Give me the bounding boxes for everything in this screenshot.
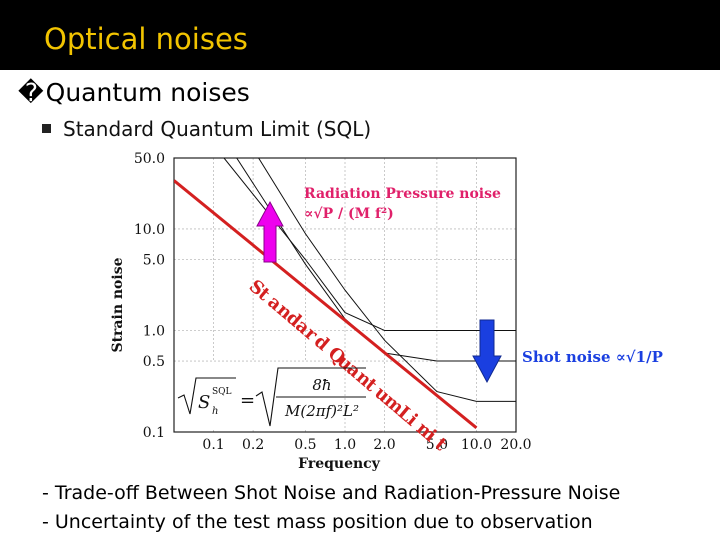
formula-lhs: S xyxy=(198,392,210,413)
formula-bg xyxy=(177,362,309,428)
formula-denominator: M(2πf)²L² xyxy=(284,402,359,420)
formula-numerator: 8ħ xyxy=(312,376,331,394)
footer-line-1: - Trade-off Between Shot Noise and Radia… xyxy=(42,482,621,504)
x-tick-label: 0.5 xyxy=(294,437,316,453)
sqrt-sign-left xyxy=(177,377,236,415)
bullet-quantum-noises-label: Quantum noises xyxy=(45,78,250,107)
bullet-sql-label: Standard Quantum Limit (SQL) xyxy=(63,117,372,141)
x-tick-label: 0.2 xyxy=(242,437,264,453)
x-tick-label: 5.0 xyxy=(426,437,448,453)
up-arrow-icon xyxy=(256,200,284,263)
radiation-formula: ∝√P / (M f²) xyxy=(304,206,394,222)
radiation-label: Radiation Pressure noise xyxy=(304,186,501,202)
shot-noise-label: Shot noise ∝√1/P xyxy=(522,348,663,366)
plot-frame xyxy=(173,157,517,433)
formula-equals: = xyxy=(240,390,255,411)
formula-lhs-sup: SQL xyxy=(212,387,232,397)
y-tick-label: 10.0 xyxy=(134,222,165,238)
slide-title: Optical noises xyxy=(44,22,248,56)
x-tick-label: 1.0 xyxy=(334,437,356,453)
title-bar xyxy=(0,0,720,70)
footer-line-2: - Uncertainty of the test mass position … xyxy=(42,511,593,533)
x-axis-label: Frequency xyxy=(298,456,381,472)
y-tick-label: 0.5 xyxy=(143,354,165,370)
bullet-glyph: � xyxy=(18,78,44,107)
y-tick-label: 5.0 xyxy=(143,253,165,269)
noise-curve xyxy=(223,158,516,331)
x-tick-label: 20.0 xyxy=(500,437,531,453)
noise-curve xyxy=(258,158,516,402)
formula-lhs-sub: h xyxy=(212,406,218,417)
y-tick-label: 50.0 xyxy=(134,151,165,167)
x-tick-label: 0.1 xyxy=(202,437,224,453)
x-tick-label: 2.0 xyxy=(373,437,395,453)
y-axis-label: Strain noise xyxy=(110,257,126,352)
bullet-quantum-noises: �Quantum noises xyxy=(18,78,250,107)
bullet-sql: Standard Quantum Limit (SQL) xyxy=(42,117,371,141)
sql-line xyxy=(174,179,478,429)
square-bullet-icon xyxy=(42,124,51,133)
x-tick-label: 10.0 xyxy=(461,437,492,453)
y-tick-label: 1.0 xyxy=(143,323,165,339)
y-tick-label: 0.1 xyxy=(143,425,165,441)
sqrt-sign-right xyxy=(255,367,366,427)
down-arrow-icon xyxy=(472,319,502,384)
